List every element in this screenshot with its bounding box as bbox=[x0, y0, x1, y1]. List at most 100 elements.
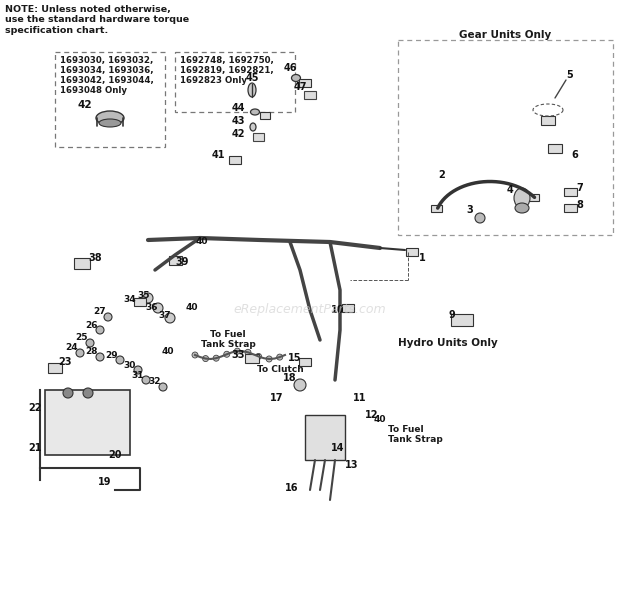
Text: 20: 20 bbox=[108, 450, 122, 460]
Ellipse shape bbox=[514, 188, 530, 208]
Text: Gear Units Only: Gear Units Only bbox=[459, 30, 551, 40]
Bar bbox=[169, 255, 182, 264]
Text: 40: 40 bbox=[374, 415, 386, 424]
Circle shape bbox=[83, 388, 93, 398]
Text: 29: 29 bbox=[105, 350, 118, 359]
Bar bbox=[245, 353, 259, 362]
Text: 37: 37 bbox=[159, 311, 171, 320]
Text: 41: 41 bbox=[211, 150, 224, 160]
Bar bbox=[528, 194, 539, 201]
Text: 1693042, 1693044,: 1693042, 1693044, bbox=[60, 76, 154, 85]
Text: To Clutch: To Clutch bbox=[257, 365, 303, 374]
Ellipse shape bbox=[96, 111, 124, 125]
Circle shape bbox=[234, 348, 241, 354]
Text: 22: 22 bbox=[29, 403, 42, 413]
Text: 13: 13 bbox=[345, 460, 359, 470]
Text: To Fuel
Tank Strap: To Fuel Tank Strap bbox=[201, 330, 255, 349]
FancyBboxPatch shape bbox=[55, 52, 165, 147]
Text: 27: 27 bbox=[94, 308, 106, 317]
Circle shape bbox=[203, 356, 208, 362]
Text: 40: 40 bbox=[196, 238, 208, 246]
FancyBboxPatch shape bbox=[175, 52, 295, 112]
FancyBboxPatch shape bbox=[305, 415, 345, 460]
Circle shape bbox=[104, 313, 112, 321]
Circle shape bbox=[134, 366, 142, 374]
Circle shape bbox=[63, 388, 73, 398]
Ellipse shape bbox=[250, 123, 256, 131]
Circle shape bbox=[116, 356, 124, 364]
Circle shape bbox=[76, 349, 84, 357]
Text: 32: 32 bbox=[149, 377, 161, 386]
Circle shape bbox=[294, 379, 306, 391]
Text: 47: 47 bbox=[293, 82, 307, 92]
Text: 26: 26 bbox=[86, 320, 98, 329]
Text: 44: 44 bbox=[231, 103, 245, 113]
Bar bbox=[564, 188, 577, 196]
Text: 31: 31 bbox=[131, 370, 144, 379]
Ellipse shape bbox=[291, 75, 301, 81]
Bar bbox=[431, 205, 442, 211]
FancyBboxPatch shape bbox=[398, 40, 613, 235]
Circle shape bbox=[245, 349, 251, 355]
Text: 19: 19 bbox=[98, 477, 112, 487]
Text: 18: 18 bbox=[283, 373, 297, 383]
Text: 30: 30 bbox=[124, 361, 136, 370]
Bar bbox=[299, 79, 311, 87]
Text: 21: 21 bbox=[29, 443, 42, 453]
Text: 1693030, 1693032,: 1693030, 1693032, bbox=[60, 56, 153, 65]
Circle shape bbox=[153, 303, 163, 313]
Text: 10: 10 bbox=[331, 305, 345, 315]
Circle shape bbox=[96, 326, 104, 334]
Text: 42: 42 bbox=[231, 129, 245, 139]
Text: 39: 39 bbox=[175, 257, 188, 267]
Ellipse shape bbox=[99, 119, 121, 127]
Text: 1692823 Only: 1692823 Only bbox=[180, 76, 247, 85]
Text: 43: 43 bbox=[231, 116, 245, 126]
Text: 40: 40 bbox=[186, 302, 198, 311]
Bar bbox=[548, 143, 562, 152]
Text: To Fuel
Tank Strap: To Fuel Tank Strap bbox=[388, 425, 443, 444]
Text: 25: 25 bbox=[76, 334, 88, 343]
Text: 4: 4 bbox=[507, 185, 513, 195]
Text: 45: 45 bbox=[246, 73, 259, 83]
Bar bbox=[74, 258, 90, 268]
Text: 8: 8 bbox=[577, 200, 583, 210]
Text: 34: 34 bbox=[123, 296, 136, 305]
Bar bbox=[342, 304, 354, 312]
Text: NOTE: Unless noted otherwise,
use the standard hardware torque
specification cha: NOTE: Unless noted otherwise, use the st… bbox=[5, 5, 189, 35]
Bar bbox=[48, 363, 62, 373]
Text: 16: 16 bbox=[285, 483, 299, 493]
Text: 36: 36 bbox=[146, 302, 158, 311]
Text: 12: 12 bbox=[365, 410, 379, 420]
Text: 1692819, 1692821,: 1692819, 1692821, bbox=[180, 66, 274, 75]
Circle shape bbox=[142, 376, 150, 384]
Text: 1692748, 1692750,: 1692748, 1692750, bbox=[180, 56, 274, 65]
Circle shape bbox=[277, 354, 283, 360]
Text: 1: 1 bbox=[418, 253, 425, 263]
Text: 5: 5 bbox=[567, 70, 574, 80]
Bar bbox=[229, 156, 241, 164]
Circle shape bbox=[143, 293, 153, 303]
Bar bbox=[134, 298, 146, 306]
Circle shape bbox=[255, 353, 262, 359]
Text: 28: 28 bbox=[86, 347, 98, 356]
Bar bbox=[304, 91, 316, 99]
Circle shape bbox=[224, 351, 230, 357]
Text: 15: 15 bbox=[288, 353, 302, 363]
Text: 35: 35 bbox=[138, 291, 150, 300]
Text: 23: 23 bbox=[58, 357, 72, 367]
Text: 7: 7 bbox=[577, 183, 583, 193]
Text: 42: 42 bbox=[78, 100, 92, 110]
Text: 38: 38 bbox=[88, 253, 102, 263]
Text: eReplacementParts.com: eReplacementParts.com bbox=[234, 303, 386, 317]
Circle shape bbox=[96, 353, 104, 361]
Bar bbox=[260, 111, 270, 119]
Text: Hydro Units Only: Hydro Units Only bbox=[398, 338, 498, 348]
Text: 46: 46 bbox=[283, 63, 297, 73]
Text: 11: 11 bbox=[353, 393, 367, 403]
Text: 1693034, 1693036,: 1693034, 1693036, bbox=[60, 66, 154, 75]
Bar bbox=[252, 133, 264, 141]
Ellipse shape bbox=[250, 109, 260, 115]
Circle shape bbox=[159, 383, 167, 391]
Text: 6: 6 bbox=[572, 150, 578, 160]
